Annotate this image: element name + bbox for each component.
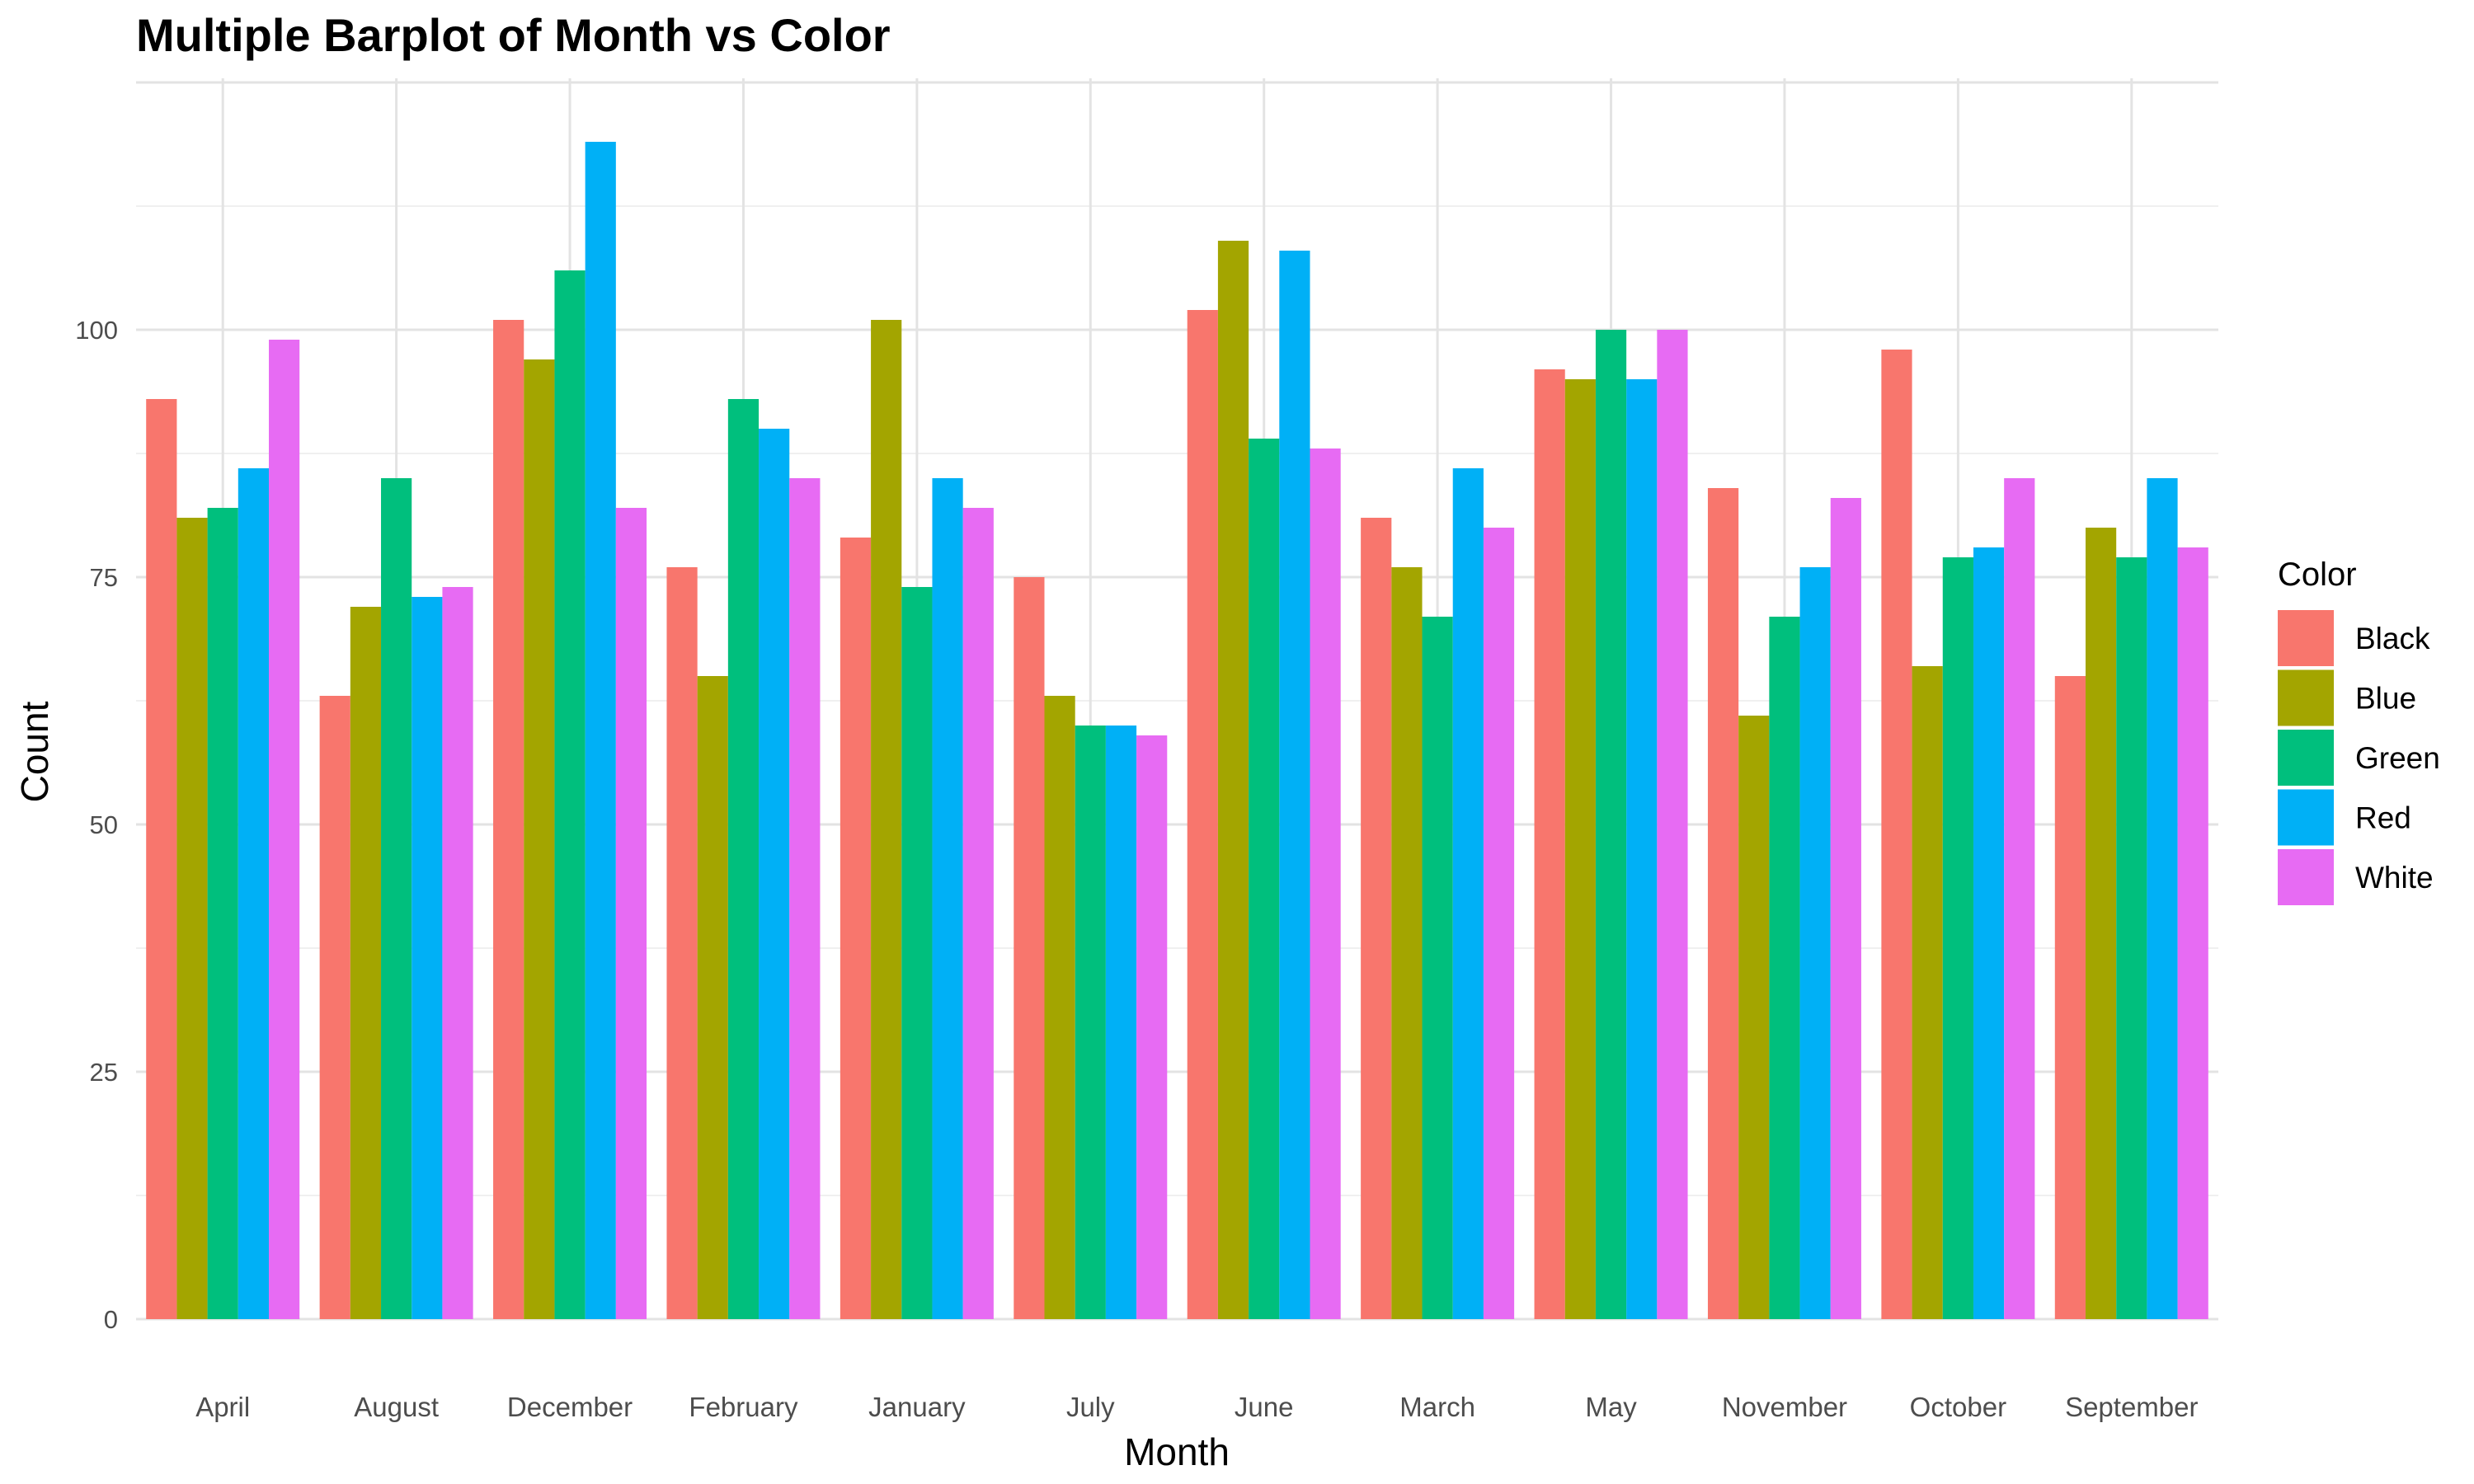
bar-august-red: [412, 597, 443, 1319]
x-tick-label: June: [1235, 1392, 1294, 1422]
bar-january-white: [962, 508, 994, 1319]
bar-november-blue: [1738, 716, 1770, 1319]
bar-may-black: [1534, 369, 1565, 1319]
bar-may-blue: [1564, 379, 1596, 1319]
bar-january-red: [932, 478, 963, 1319]
bar-may-red: [1626, 379, 1658, 1319]
bar-june-green: [1249, 439, 1280, 1319]
legend-label: Red: [2355, 801, 2411, 835]
legend-key-black: [2278, 610, 2334, 666]
bar-july-blue: [1044, 696, 1075, 1319]
legend-key-green: [2278, 730, 2334, 786]
x-axis-tick-labels: April August December February January July Ju…: [195, 1392, 2198, 1422]
x-tick-label: February: [689, 1392, 798, 1422]
legend-label: White: [2355, 861, 2434, 895]
bar-october-blue: [1912, 666, 1943, 1319]
bar-october-red: [1973, 547, 2005, 1319]
legend-label: Blue: [2355, 682, 2416, 716]
y-axis-tick-labels: 0 25 50 75 100: [75, 316, 118, 1334]
bar-june-red: [1279, 251, 1310, 1319]
x-tick-label: October: [1910, 1392, 2006, 1422]
x-tick-label: January: [868, 1392, 966, 1422]
bar-july-red: [1105, 726, 1137, 1319]
bar-february-blue: [697, 676, 728, 1319]
bar-july-black: [1014, 577, 1045, 1319]
bar-june-blue: [1217, 241, 1249, 1319]
bar-april-green: [207, 508, 238, 1319]
bar-november-red: [1799, 567, 1831, 1319]
bar-march-green: [1422, 617, 1453, 1319]
bar-september-red: [2147, 478, 2178, 1319]
bar-january-black: [840, 538, 872, 1319]
bar-april-white: [269, 340, 300, 1319]
bar-april-black: [146, 399, 177, 1319]
bar-february-green: [727, 399, 760, 1319]
bar-february-black: [666, 567, 698, 1319]
legend-items: Black Blue Green Red White: [2278, 610, 2440, 905]
bar-april-blue: [176, 518, 208, 1319]
bar-december-blue: [524, 359, 555, 1319]
x-tick-label: September: [2065, 1392, 2198, 1422]
bar-december-red: [585, 142, 616, 1319]
bar-january-blue: [871, 320, 902, 1319]
x-tick-label: July: [1066, 1392, 1115, 1422]
y-tick-label: 50: [90, 810, 118, 839]
bar-november-white: [1830, 498, 1861, 1319]
bar-august-black: [319, 696, 350, 1319]
y-tick-label: 75: [90, 563, 118, 592]
chart-title: Multiple Barplot of Month vs Color: [136, 9, 891, 61]
y-tick-label: 0: [104, 1305, 118, 1334]
bar-july-green: [1075, 726, 1106, 1319]
y-tick-label: 25: [90, 1058, 118, 1087]
y-tick-label: 100: [75, 316, 118, 345]
bar-january-green: [901, 587, 933, 1319]
bar-march-black: [1361, 518, 1392, 1319]
x-tick-label: December: [507, 1392, 633, 1422]
bar-september-green: [2116, 557, 2147, 1319]
legend: Color Black Blue Green Red White: [2278, 556, 2440, 905]
x-tick-label: August: [354, 1392, 439, 1422]
legend-title: Color: [2278, 556, 2357, 593]
bar-october-green: [1942, 557, 1973, 1319]
bar-october-white: [2004, 478, 2035, 1319]
bar-august-green: [381, 478, 412, 1319]
legend-label: Green: [2355, 741, 2440, 775]
x-tick-label: April: [195, 1392, 250, 1422]
bar-february-white: [789, 478, 821, 1319]
bar-june-black: [1187, 310, 1218, 1319]
bar-september-white: [2177, 547, 2208, 1319]
bar-june-white: [1310, 448, 1341, 1319]
bar-march-red: [1452, 468, 1484, 1319]
bar-march-blue: [1391, 567, 1423, 1319]
bar-november-black: [1707, 488, 1739, 1319]
y-axis-label: Count: [13, 701, 56, 802]
bar-october-black: [1881, 350, 1912, 1319]
legend-key-white: [2278, 849, 2334, 905]
bar-may-green: [1595, 330, 1627, 1319]
x-tick-label: March: [1399, 1392, 1475, 1422]
legend-key-blue: [2278, 669, 2334, 726]
bar-december-green: [554, 270, 586, 1319]
bar-july-white: [1136, 735, 1168, 1319]
bar-december-black: [493, 320, 524, 1319]
legend-key-red: [2278, 789, 2334, 846]
bars: [146, 142, 2208, 1319]
bar-february-red: [759, 429, 790, 1319]
bar-september-black: [2054, 676, 2086, 1319]
bar-march-white: [1483, 528, 1515, 1319]
bar-may-white: [1657, 330, 1688, 1319]
bar-april-red: [238, 468, 270, 1319]
x-tick-label: May: [1585, 1392, 1637, 1422]
bar-december-white: [615, 508, 647, 1319]
legend-label: Black: [2355, 622, 2430, 655]
bar-november-green: [1769, 617, 1800, 1319]
bar-august-blue: [350, 607, 382, 1319]
x-axis-label: Month: [1124, 1430, 1230, 1473]
bar-september-blue: [2085, 528, 2117, 1319]
x-tick-label: November: [1722, 1392, 1847, 1422]
bar-august-white: [442, 587, 473, 1319]
